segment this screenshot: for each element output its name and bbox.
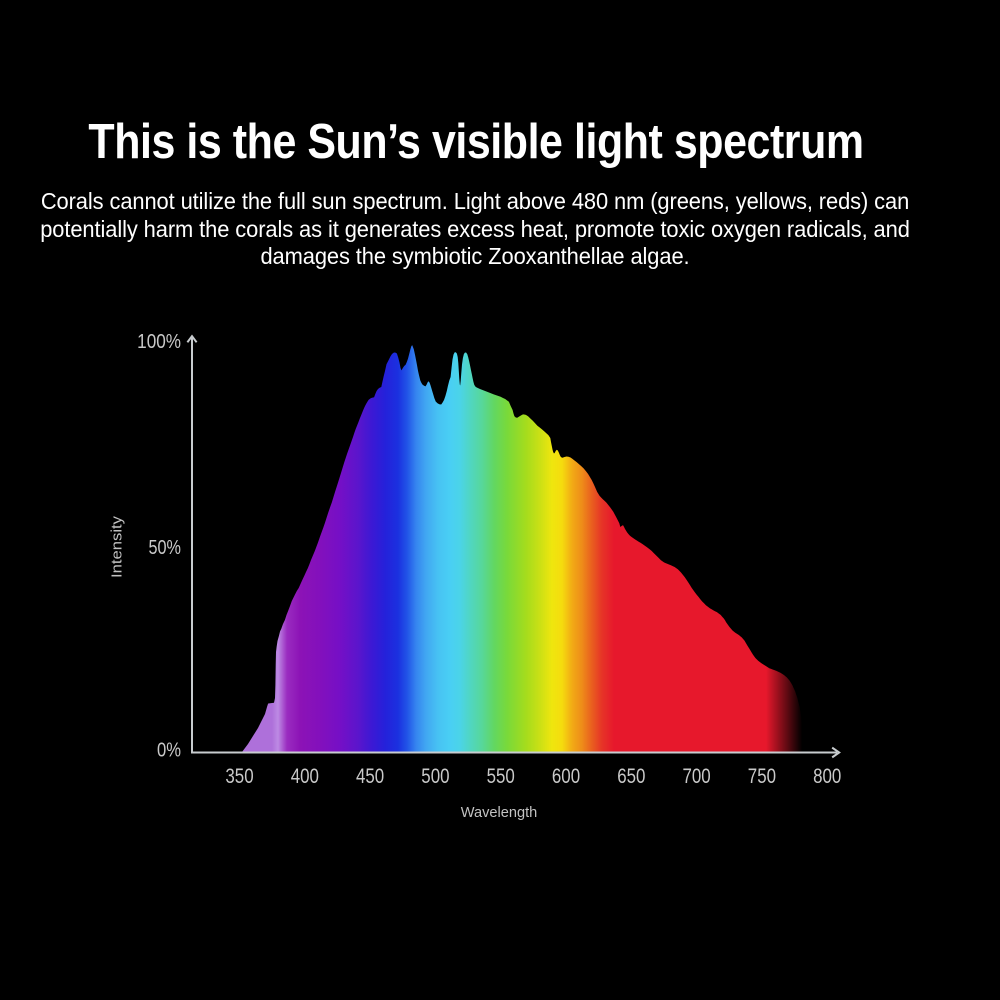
svg-text:500: 500 xyxy=(421,764,449,788)
svg-text:0%: 0% xyxy=(157,740,181,762)
svg-text:750: 750 xyxy=(748,764,776,788)
svg-text:450: 450 xyxy=(356,764,384,788)
svg-text:400: 400 xyxy=(291,764,319,788)
svg-text:650: 650 xyxy=(617,764,645,788)
svg-text:Intensity: Intensity xyxy=(108,515,125,578)
svg-text:100%: 100% xyxy=(137,330,181,353)
svg-text:550: 550 xyxy=(487,764,515,788)
svg-text:Wavelength: Wavelength xyxy=(461,804,538,821)
svg-text:700: 700 xyxy=(683,764,711,788)
svg-text:350: 350 xyxy=(225,764,253,788)
svg-text:600: 600 xyxy=(552,764,580,788)
svg-text:50%: 50% xyxy=(149,537,182,559)
svg-text:800: 800 xyxy=(813,764,841,788)
